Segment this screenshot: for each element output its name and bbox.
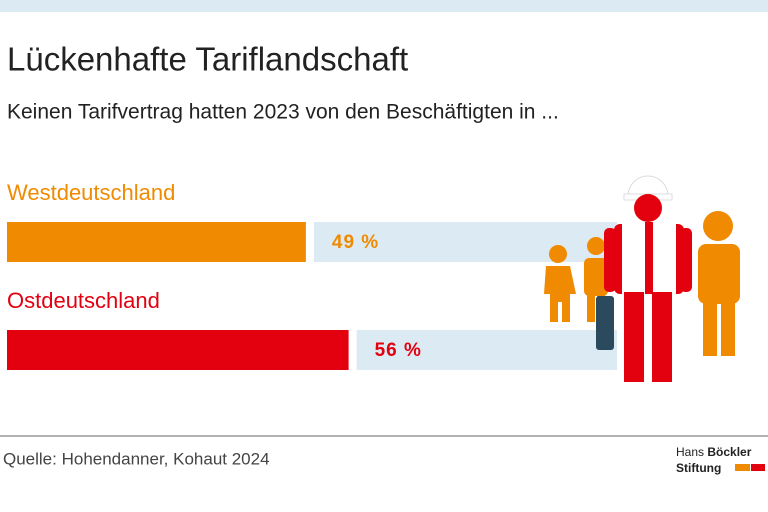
people-illustration — [544, 175, 740, 382]
logo-mark — [751, 464, 765, 471]
category-label: Ostdeutschland — [7, 288, 160, 313]
category-label: Westdeutschland — [7, 180, 175, 205]
bars: Westdeutschland 49 % Ostdeutschland 56 % — [7, 180, 617, 370]
source: Quelle: Hohendanner, Kohaut 2024 — [3, 449, 270, 468]
value-label: 56 % — [375, 340, 422, 361]
logo-text: Hans Böckler — [676, 445, 752, 459]
chart-title: Lückenhafte Tariflandschaft — [7, 41, 408, 78]
top-strip — [0, 0, 768, 12]
chart-subtitle: Keinen Tarifvertrag hatten 2023 von den … — [7, 101, 559, 124]
bar — [7, 222, 306, 262]
bar-track — [356, 330, 617, 370]
logo-mark — [735, 464, 750, 471]
bar — [7, 330, 349, 370]
logo-text: Stiftung — [676, 461, 721, 475]
value-label: 49 % — [332, 232, 379, 253]
